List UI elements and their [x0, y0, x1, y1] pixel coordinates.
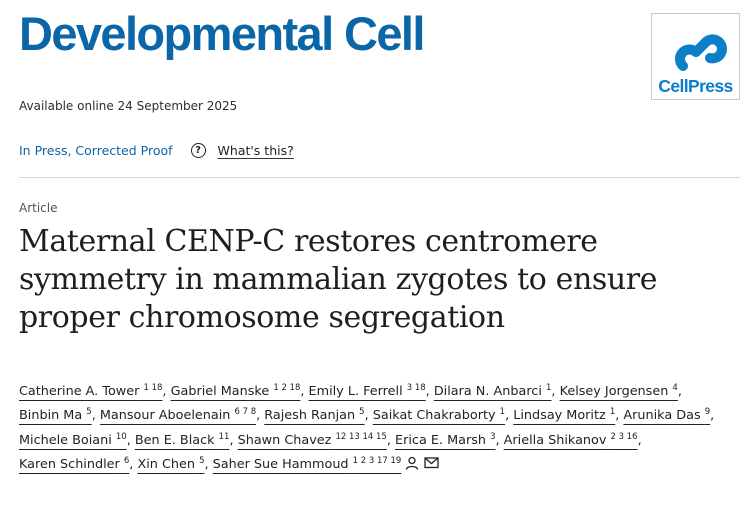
author-item: Lindsay Moritz 1,	[513, 407, 620, 424]
author-item: Catherine A. Tower 1 18,	[19, 383, 167, 399]
author-link[interactable]: Shawn Chavez 12 13 14 15	[238, 433, 387, 448]
divider	[19, 177, 740, 178]
author-item: Ben E. Black 11,	[134, 431, 234, 448]
author-name: Michele Boiani	[19, 432, 112, 448]
author-link[interactable]: Rajesh Ranjan 5	[264, 408, 364, 423]
author-list: Catherine A. Tower 1 18, Gabriel Manske …	[19, 380, 734, 478]
author-name: Ariella Shikanov	[503, 432, 607, 448]
help-icon[interactable]: ?	[190, 142, 206, 158]
author-item: Michele Boiani 10,	[19, 431, 131, 448]
person-icon[interactable]	[405, 456, 419, 470]
author-link[interactable]: Mansour Aboelenain 6 7 8	[100, 408, 256, 423]
author-name: Erica E. Marsh	[395, 432, 486, 448]
author-link[interactable]: Dilara N. Anbarci 1	[434, 384, 552, 399]
whats-this-link[interactable]: What's this?	[217, 142, 294, 158]
author-name: Mansour Aboelenain	[99, 408, 231, 424]
author-name: Saikat Chakraborty	[372, 408, 496, 424]
author-link[interactable]: Lindsay Moritz 1	[513, 408, 615, 423]
author-item: Rajesh Ranjan 5,	[264, 407, 369, 424]
author-affiliation-numbers: 1 18	[143, 383, 163, 393]
author-link[interactable]: Kelsey Jorgensen 4	[560, 384, 678, 399]
author-affiliation-numbers: 4	[672, 383, 678, 393]
in-press-status-link[interactable]: In Press, Corrected Proof	[19, 142, 173, 158]
author-item: Kelsey Jorgensen 4,	[559, 383, 682, 399]
author-affiliation-numbers: 1	[499, 407, 506, 418]
author-affiliation-numbers: 6	[123, 456, 130, 467]
author-name: Saher Sue Hammoud	[212, 457, 349, 473]
author-name: Arunika Das	[623, 408, 701, 424]
author-item: Saikat Chakraborty 1,	[372, 407, 510, 424]
author-affiliation-numbers: 3	[490, 431, 496, 442]
author-name: Shawn Chavez	[237, 432, 332, 448]
author-affiliation-numbers: 12 13 14 15	[335, 431, 387, 442]
cellpress-logo-text: CellPress	[658, 76, 733, 96]
author-name: Karen Schindler	[19, 457, 120, 473]
author-link[interactable]: Saher Sue Hammoud 1 2 3 17 19	[213, 457, 440, 472]
author-item: Karen Schindler 6,	[19, 456, 134, 473]
author-affiliation-numbers: 1	[609, 407, 616, 418]
author-link[interactable]: Ben E. Black 11	[135, 433, 230, 448]
author-affiliation-numbers: 5	[199, 456, 205, 467]
author-link[interactable]: Erica E. Marsh 3	[395, 433, 496, 448]
author-name: Dilara N. Anbarci	[433, 384, 542, 399]
envelope-icon[interactable]	[424, 456, 439, 469]
author-link[interactable]: Michele Boiani 10	[19, 433, 127, 448]
author-affiliation-numbers: 5	[359, 407, 365, 418]
author-link[interactable]: Binbin Ma 5	[19, 408, 92, 423]
author-name: Kelsey Jorgensen	[559, 384, 669, 399]
author-name: Lindsay Moritz	[513, 408, 606, 424]
cellpress-logo-icon	[674, 34, 727, 71]
author-affiliation-numbers: 9	[704, 407, 711, 418]
author-item: Mansour Aboelenain 6 7 8,	[99, 407, 261, 424]
author-name: Binbin Ma	[19, 408, 83, 424]
author-item: Ariella Shikanov 2 3 16,	[503, 431, 642, 448]
author-item: Arunika Das 9,	[623, 407, 715, 424]
author-affiliation-numbers: 2 3 16	[610, 431, 638, 442]
author-contact-icons	[405, 456, 439, 470]
author-name: Gabriel Manske	[170, 384, 270, 399]
author-link[interactable]: Saikat Chakraborty 1	[373, 408, 505, 423]
author-affiliation-numbers: 11	[218, 431, 230, 442]
author-affiliation-numbers: 10	[115, 431, 127, 442]
author-name: Xin Chen	[137, 457, 195, 473]
cellpress-logo[interactable]: CellPress	[651, 13, 740, 100]
article-title: Maternal CENP-C restores centromere symm…	[19, 224, 658, 335]
author-item: Erica E. Marsh 3,	[395, 431, 500, 448]
author-affiliation-numbers: 6 7 8	[234, 407, 257, 418]
author-affiliation-numbers: 1	[545, 383, 552, 393]
author-link[interactable]: Karen Schindler 6	[19, 457, 129, 472]
author-link[interactable]: Gabriel Manske 1 2 18	[171, 384, 301, 399]
author-affiliation-numbers: 5	[86, 407, 92, 418]
author-link[interactable]: Emily L. Ferrell 3 18	[309, 384, 426, 399]
author-item: Emily L. Ferrell 3 18,	[308, 383, 430, 399]
author-item: Dilara N. Anbarci 1,	[433, 383, 556, 399]
author-link[interactable]: Xin Chen 5	[137, 457, 204, 472]
author-name: Rajesh Ranjan	[264, 408, 356, 424]
author-name: Catherine A. Tower	[19, 384, 140, 399]
author-link[interactable]: Arunika Das 9	[623, 408, 710, 423]
journal-title[interactable]: Developmental Cell	[19, 7, 425, 60]
article-type-label: Article	[19, 201, 58, 215]
author-item: Binbin Ma 5,	[19, 407, 96, 424]
author-link[interactable]: Ariella Shikanov 2 3 16	[504, 433, 638, 448]
author-affiliation-numbers: 3 18	[406, 383, 426, 393]
author-affiliation-numbers: 1 2 3 17 19	[352, 456, 402, 467]
author-name: Emily L. Ferrell	[308, 384, 403, 399]
author-item: Saher Sue Hammoud 1 2 3 17 19	[213, 457, 440, 472]
author-item: Gabriel Manske 1 2 18,	[170, 383, 305, 399]
article-status-row: In Press, Corrected Proof ? What's this?	[19, 140, 294, 160]
author-item: Xin Chen 5,	[137, 456, 209, 473]
availability-date: Available online 24 September 2025	[19, 99, 238, 113]
author-item: Shawn Chavez 12 13 14 15,	[237, 431, 391, 448]
author-name: Ben E. Black	[134, 432, 215, 448]
author-link[interactable]: Catherine A. Tower 1 18	[19, 384, 162, 399]
author-affiliation-numbers: 1 2 18	[273, 383, 301, 393]
